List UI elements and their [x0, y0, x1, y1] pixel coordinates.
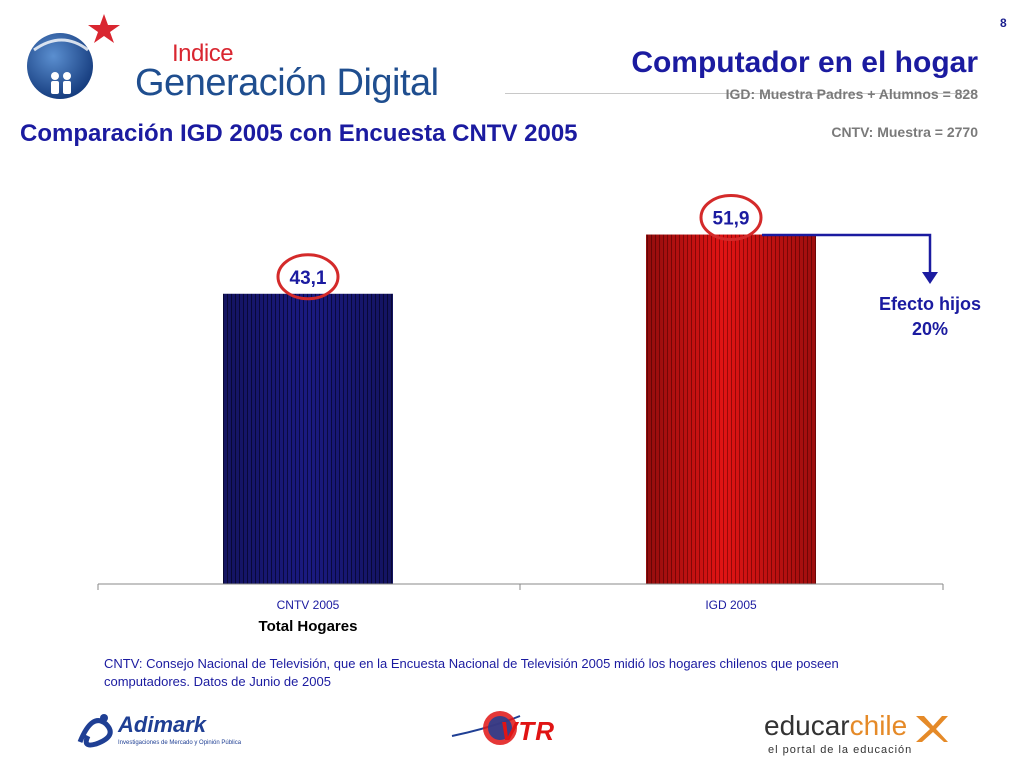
value-label-2: 51,9: [713, 209, 750, 230]
adimark-tagline: Investigaciones de Mercado y Opinión Púb…: [118, 740, 242, 746]
value-label-1: 43,1: [290, 268, 327, 289]
indice-generacion-digital-logo: Indice Generación Digital: [22, 10, 462, 104]
educar-tagline: el portal de la educación: [768, 744, 913, 756]
sample-igd-note: IGD: Muestra Padres + Alumnos = 828: [725, 86, 978, 102]
educar-name-a: educar: [764, 710, 850, 741]
slide-number: 8: [1000, 16, 1007, 30]
x-axis-title: Total Hogares: [259, 618, 358, 635]
footnote: CNTV: Consejo Nacional de Televisión, qu…: [104, 656, 839, 689]
vtr-logo: VTR: [450, 706, 580, 752]
bar-shading-1: [223, 293, 393, 584]
adimark-logo: Adimark Investigaciones de Mercado y Opi…: [72, 708, 241, 758]
highlight-circle-2: [699, 194, 763, 242]
highlight-circle-1: [276, 253, 340, 301]
category-label-2: IGD 2005: [705, 598, 757, 612]
elbow-arrow-icon: [762, 233, 938, 284]
sample-cntv-note: CNTV: Muestra = 2770: [831, 124, 978, 140]
category-label-1: CNTV 2005: [277, 598, 340, 612]
educarchile-x-icon: [916, 716, 948, 742]
annotation-line-1: Efecto hijos: [878, 294, 981, 314]
logo-small-text: Indice: [172, 40, 234, 67]
annotation-line-2: 20%: [911, 319, 949, 339]
adimark-icon: [77, 714, 113, 748]
educar-name-b: chile: [849, 710, 908, 741]
section-title: Comparación IGD 2005 con Encuesta CNTV 2…: [20, 120, 578, 147]
header-divider: [505, 93, 975, 94]
vtr-swoosh-icon: [451, 711, 521, 745]
logo-main-text: Generación Digital: [135, 62, 439, 104]
annotation-efecto-hijos: Efecto hijos 20%: [862, 292, 998, 342]
adimark-name: Adimark: [118, 712, 207, 737]
bar-shading-2: [646, 234, 816, 585]
educarchile-logo: educarchile el portal de la educación: [764, 710, 954, 760]
star-globe-icon: [27, 14, 120, 99]
page-title: Computador en el hogar: [631, 46, 978, 79]
vtr-name: VTR: [500, 716, 555, 746]
